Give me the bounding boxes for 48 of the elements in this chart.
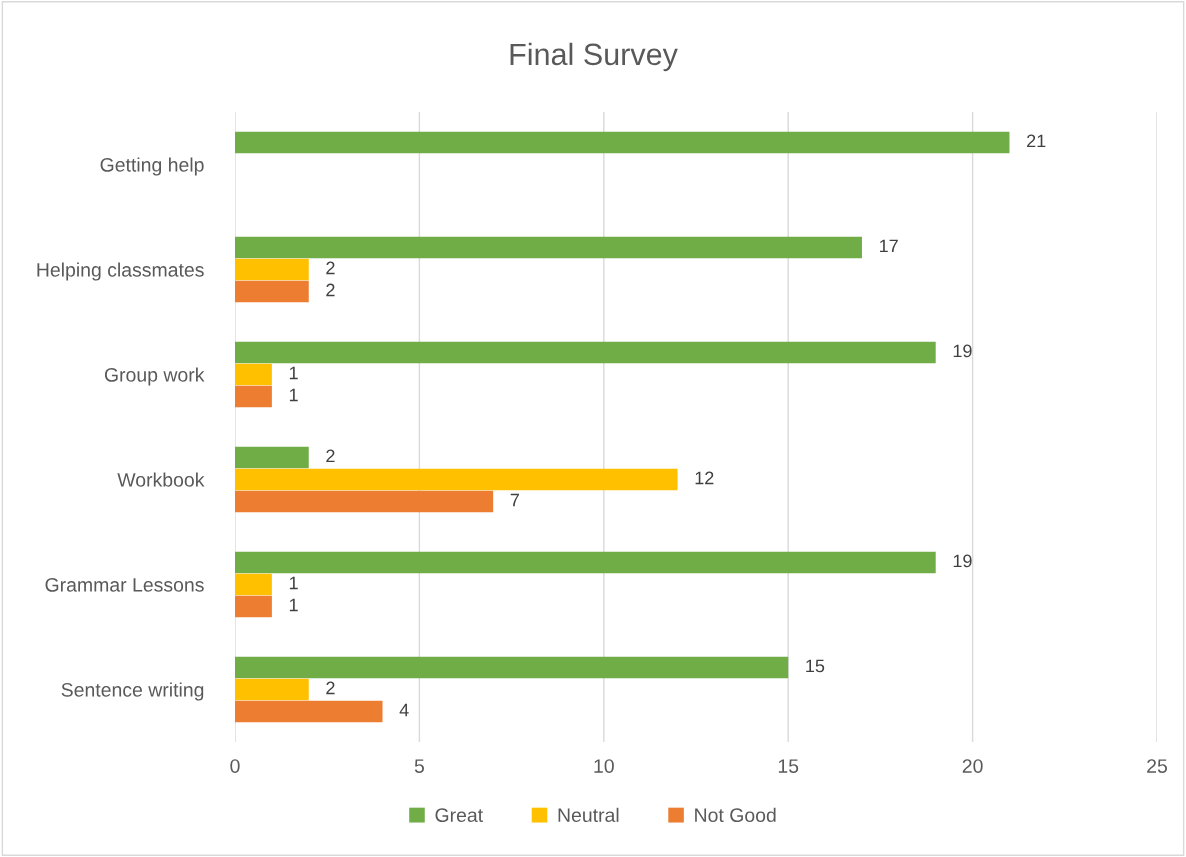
data-label: 1 xyxy=(289,388,298,402)
data-label: 21 xyxy=(1027,134,1046,148)
data-label: 1 xyxy=(289,598,298,612)
data-label: 1 xyxy=(289,576,298,590)
data-label: 4 xyxy=(399,703,409,717)
bar xyxy=(235,236,862,259)
x-tick-label: 5 xyxy=(414,759,424,773)
y-tick-label: Group work xyxy=(104,367,205,386)
x-tick-label: 10 xyxy=(594,759,614,773)
bar xyxy=(235,678,309,701)
data-label: 17 xyxy=(880,239,898,253)
bar xyxy=(235,573,272,596)
y-tick-label: Grammar Lessons xyxy=(45,577,204,592)
x-tick-label: 15 xyxy=(778,759,799,773)
data-label: 1 xyxy=(289,366,298,380)
bar xyxy=(235,490,494,513)
y-tick-label: Workbook xyxy=(117,472,205,487)
bar xyxy=(235,131,1010,154)
bar xyxy=(235,446,309,469)
y-tick-label: Helping classmates xyxy=(37,262,204,281)
y-tick-label: Sentence writing xyxy=(61,682,204,701)
legend-label: Neutral xyxy=(558,807,619,823)
y-tick-label: Getting help xyxy=(100,157,204,176)
bar xyxy=(235,468,678,491)
data-label: 2 xyxy=(326,283,335,297)
bar xyxy=(235,385,272,408)
data-label: 19 xyxy=(953,554,972,568)
data-label: 2 xyxy=(326,681,335,695)
data-label: 7 xyxy=(510,493,519,507)
data-label: 2 xyxy=(326,261,335,275)
bar xyxy=(235,700,383,723)
chart-title: Final Survey xyxy=(510,42,678,72)
x-tick-label: 20 xyxy=(962,759,983,773)
bar xyxy=(235,595,272,618)
bar xyxy=(235,258,309,281)
bar xyxy=(235,656,789,679)
data-label: 15 xyxy=(806,659,825,673)
data-label: 12 xyxy=(695,471,714,485)
legend-label: Great xyxy=(435,808,483,823)
x-tick-label: 0 xyxy=(230,759,240,773)
legend-label: Not Good xyxy=(695,807,776,823)
bar xyxy=(235,341,936,364)
bar xyxy=(235,551,936,574)
x-tick-label: 25 xyxy=(1147,759,1167,773)
data-label: 19 xyxy=(953,344,972,358)
data-label: 2 xyxy=(326,449,335,463)
bar xyxy=(235,363,272,386)
bar xyxy=(235,280,309,303)
